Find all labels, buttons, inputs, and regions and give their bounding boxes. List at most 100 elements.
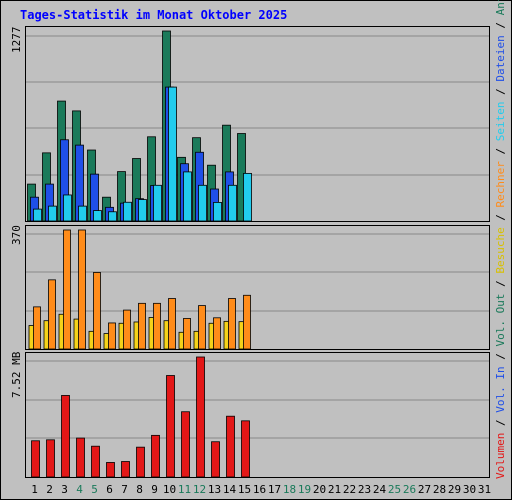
bar-rechner-day-8 [138,302,146,349]
bar-seiten-day-3 [63,194,72,221]
x-tick-label: 26 [402,483,417,496]
bar-seiten-day-1 [33,208,42,221]
x-tick-label: 16 [252,483,267,496]
bar-seiten-day-4 [78,205,87,221]
bar-volumen-day-15 [241,420,250,477]
legend-item: / [494,15,507,36]
bar-volumen-day-6 [106,462,115,477]
visits-panel [25,225,490,350]
x-tick-label: 14 [222,483,237,496]
legend-item: / [494,81,507,102]
bar-volumen-day-3 [61,395,70,477]
bar-rechner-day-5 [93,272,101,349]
visits-plot [26,229,489,349]
visits-ymax-label: 370 [10,225,23,245]
legend-item: Seiten [494,101,507,142]
hits-ymax-label: 1277 [10,26,23,54]
x-tick-label: 28 [432,483,447,496]
legend-item: Vol. In [494,366,507,413]
legend: Volumen / Vol. In / Vol. Out / Besuche /… [494,0,508,479]
legend-item: Volumen [494,432,507,479]
bar-rechner-day-13 [213,317,221,349]
bar-volumen-day-5 [91,445,100,477]
hits-panel [25,26,490,222]
bar-dateien-day-4 [75,144,84,221]
bar-seiten-day-2 [48,205,57,221]
x-tick-label: 10 [162,483,177,496]
bar-seiten-day-12 [198,184,207,221]
x-tick-label: 15 [237,483,252,496]
bar-rechner-day-3 [63,229,71,349]
x-axis-labels: 1 2 3 4 5 6 7 8 9 10 11 12 13 14 15 16 17 18 19 20 21 22 23 24 2… [25,483,492,497]
bar-rechner-day-2 [48,279,56,349]
legend-item: Besuche [494,227,507,274]
bar-volumen-day-14 [226,415,235,477]
bar-rechner-day-15 [243,294,251,349]
x-tick-label: 5 [91,483,98,496]
bar-seiten-day-13 [213,202,222,221]
x-tick-label: 13 [207,483,222,496]
bar-volumen-day-11 [181,411,190,477]
bar-volumen-day-4 [76,437,85,477]
x-tick-label: 2 [46,483,53,496]
hits-plot [26,30,489,221]
bar-seiten-day-8 [138,199,147,221]
legend-item: / [494,207,507,228]
bar-volumen-day-7 [121,461,130,477]
x-tick-label: 11 [177,483,192,496]
bar-volumen-day-2 [46,439,55,477]
bar-volumen-day-10 [166,375,175,477]
bar-seiten-day-10 [168,86,177,221]
bar-seiten-day-6 [108,211,117,221]
x-tick-label: 24 [372,483,387,496]
x-tick-label: 20 [312,483,327,496]
x-tick-label: 7 [121,483,128,496]
bar-volumen-day-1 [31,440,40,477]
bar-rechner-day-6 [108,322,116,349]
bar-seiten-day-7 [123,201,132,221]
bar-rechner-day-10 [168,298,176,349]
legend-item: / [494,273,507,294]
x-tick-label: 1 [31,483,38,496]
legend-item: Anfragen [494,0,507,15]
bar-volumen-day-12 [196,356,205,477]
legend-item: Vol. Out [494,293,507,347]
x-tick-label: 30 [462,483,477,496]
x-tick-label: 3 [61,483,68,496]
x-tick-label: 23 [357,483,372,496]
bar-rechner-day-12 [198,305,206,349]
x-tick-label: 4 [76,483,83,496]
bar-anfragen-day-7 [117,171,126,221]
x-tick-label: 8 [136,483,143,496]
bar-seiten-day-5 [93,210,102,221]
legend-item: Rechner [494,161,507,208]
x-tick-label: 19 [297,483,312,496]
bar-rechner-day-1 [33,306,41,349]
legend-item: / [494,412,507,433]
x-tick-label: 31 [477,483,492,496]
x-tick-label: 29 [447,483,462,496]
bar-seiten-day-15 [243,172,252,221]
chart-title: Tages-Statistik im Monat Oktober 2025 [20,8,288,22]
bar-rechner-day-11 [183,318,191,349]
bar-seiten-day-14 [228,184,237,221]
x-tick-label: 18 [282,483,297,496]
x-tick-label: 21 [327,483,342,496]
x-tick-label: 22 [342,483,357,496]
volume-plot [26,356,489,477]
x-tick-label: 6 [106,483,113,496]
x-tick-label: 17 [267,483,282,496]
legend-item: / [494,346,507,367]
x-tick-label: 27 [417,483,432,496]
bar-rechner-day-14 [228,298,236,349]
bar-volumen-day-9 [151,434,160,477]
x-tick-label: 12 [192,483,207,496]
bar-seiten-day-9 [153,184,162,221]
volume-panel [25,352,490,478]
legend-item: Dateien [494,35,507,82]
volume-ymax-label: 7.52 MB [10,351,23,398]
x-tick-label: 25 [387,483,402,496]
bar-rechner-day-9 [153,302,161,349]
x-tick-label: 9 [151,483,158,496]
